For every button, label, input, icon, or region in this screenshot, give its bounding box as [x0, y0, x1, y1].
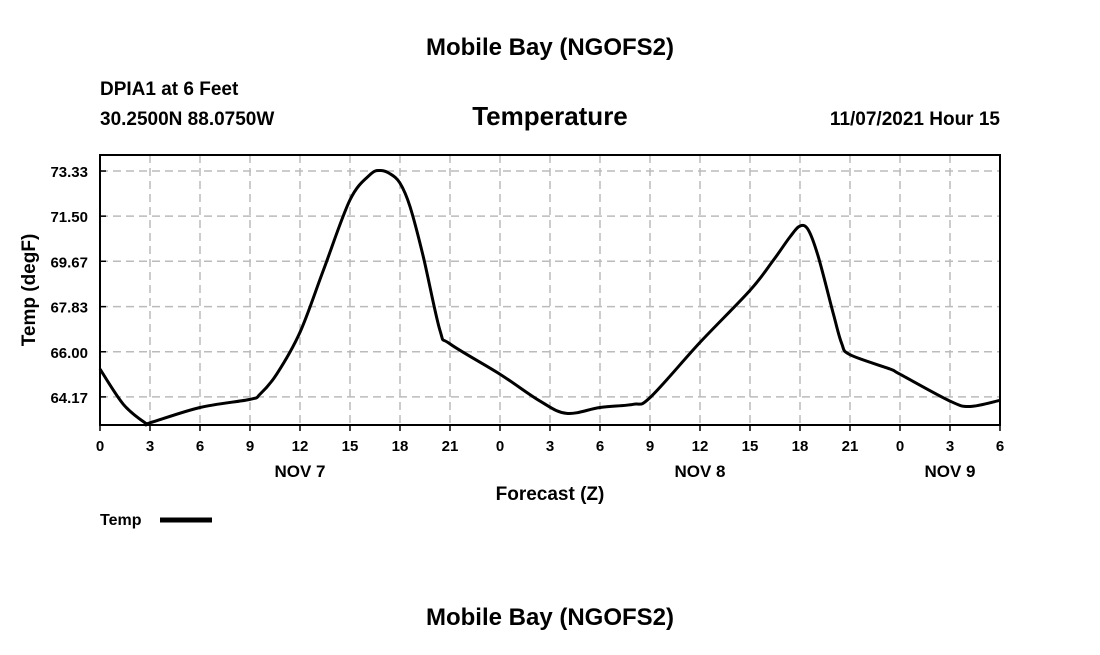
x-tick-label: 3 [146, 438, 154, 455]
x-tick-label: 12 [292, 438, 309, 455]
x-tick-label: 6 [996, 438, 1004, 455]
x-tick-label: 9 [646, 438, 654, 455]
x-tick-label: 0 [96, 438, 104, 455]
x-tick-label: 18 [792, 438, 809, 455]
date-label: NOV 9 [924, 462, 975, 481]
x-tick-label: 15 [342, 438, 359, 455]
date-label: NOV 7 [274, 462, 325, 481]
station-coords: 30.2500N 88.0750W [100, 109, 274, 130]
x-tick-label: 21 [442, 438, 459, 455]
x-tick-label: 0 [896, 438, 904, 455]
x-axis-label: Forecast (Z) [496, 484, 605, 505]
date-label: NOV 8 [674, 462, 725, 481]
x-tick-label: 9 [246, 438, 254, 455]
legend-label-temp: Temp [100, 512, 142, 529]
y-tick-label: 69.67 [50, 254, 88, 271]
legend: Temp [100, 512, 212, 529]
x-tick-label: 18 [392, 438, 409, 455]
footer-title: Mobile Bay (NGOFS2) [426, 604, 674, 631]
page-title: Mobile Bay (NGOFS2) [426, 34, 674, 61]
x-tick-label: 6 [596, 438, 604, 455]
x-tick-label: 21 [842, 438, 859, 455]
y-tick-label: 71.50 [50, 209, 88, 226]
forecast-datetime: 11/07/2021 Hour 15 [830, 109, 1000, 130]
axis-ticks: 73.33 71.50 69.67 67.83 66.00 64.17 0 3 6 9 12 15 18… [50, 164, 1004, 481]
x-tick-label: 6 [196, 438, 204, 455]
y-axis-label: Temp (degF) [19, 234, 40, 347]
x-tick-label: 15 [742, 438, 759, 455]
y-tick-label: 64.17 [50, 390, 88, 407]
x-tick-label: 3 [546, 438, 554, 455]
grid-lines [100, 155, 1000, 425]
station-label: DPIA1 at 6 Feet [100, 79, 239, 100]
x-tick-label: 3 [946, 438, 954, 455]
x-tick-label: 12 [692, 438, 709, 455]
y-tick-label: 67.83 [50, 300, 88, 317]
chart-title: Temperature [472, 101, 628, 131]
y-tick-label: 73.33 [50, 164, 88, 181]
y-tick-label: 66.00 [50, 345, 88, 362]
x-tick-label: 0 [496, 438, 504, 455]
temp-series-line [98, 169, 1001, 427]
plot-frame [99, 154, 1001, 426]
